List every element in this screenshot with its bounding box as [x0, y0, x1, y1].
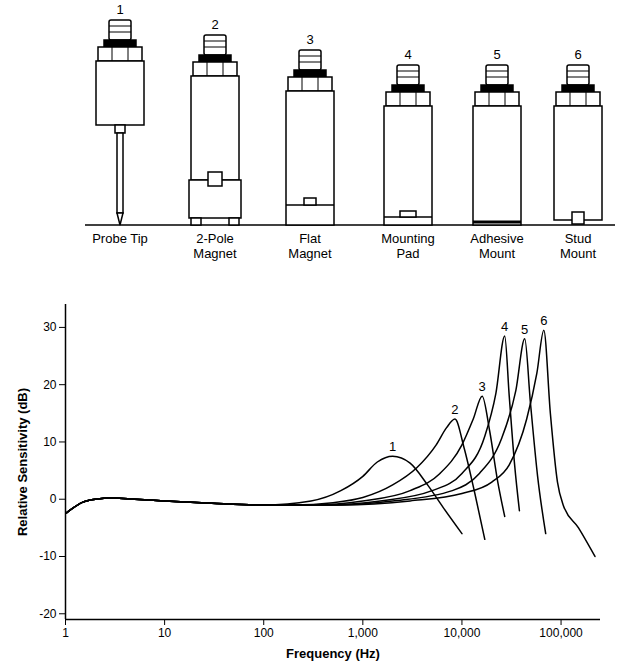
- svg-text:2-Pole: 2-Pole: [196, 231, 234, 246]
- svg-text:-10: -10: [39, 549, 57, 563]
- svg-text:Pad: Pad: [396, 246, 419, 261]
- svg-text:Mount: Mount: [560, 246, 597, 261]
- svg-text:100,000: 100,000: [539, 626, 583, 640]
- svg-text:-20: -20: [39, 607, 57, 621]
- svg-text:Flat: Flat: [299, 231, 321, 246]
- svg-text:Magnet: Magnet: [288, 246, 332, 261]
- svg-text:Adhesive: Adhesive: [470, 231, 523, 246]
- svg-text:2: 2: [211, 17, 218, 32]
- svg-text:10,000: 10,000: [444, 626, 481, 640]
- svg-text:Frequency (Hz): Frequency (Hz): [286, 646, 380, 661]
- svg-text:10: 10: [43, 435, 57, 449]
- svg-text:6: 6: [574, 47, 581, 62]
- svg-text:Relative Sensitivity (dB): Relative Sensitivity (dB): [15, 388, 30, 536]
- svg-text:Magnet: Magnet: [193, 246, 237, 261]
- svg-text:0: 0: [50, 492, 57, 506]
- svg-text:100: 100: [254, 626, 274, 640]
- svg-text:1,000: 1,000: [348, 626, 378, 640]
- svg-text:Mounting: Mounting: [381, 231, 434, 246]
- svg-text:3: 3: [479, 379, 486, 394]
- svg-text:6: 6: [540, 313, 547, 328]
- svg-text:Mount: Mount: [479, 246, 516, 261]
- svg-text:1: 1: [62, 626, 69, 640]
- svg-text:Probe Tip: Probe Tip: [92, 231, 148, 246]
- svg-text:5: 5: [521, 322, 528, 337]
- svg-text:Stud: Stud: [565, 231, 592, 246]
- svg-text:4: 4: [404, 47, 411, 62]
- svg-text:1: 1: [116, 2, 123, 17]
- svg-text:30: 30: [43, 320, 57, 334]
- svg-text:20: 20: [43, 378, 57, 392]
- svg-text:3: 3: [306, 32, 313, 47]
- svg-text:2: 2: [451, 402, 458, 417]
- svg-text:10: 10: [158, 626, 172, 640]
- svg-text:5: 5: [493, 47, 500, 62]
- svg-text:1: 1: [389, 439, 396, 454]
- svg-text:4: 4: [501, 319, 508, 334]
